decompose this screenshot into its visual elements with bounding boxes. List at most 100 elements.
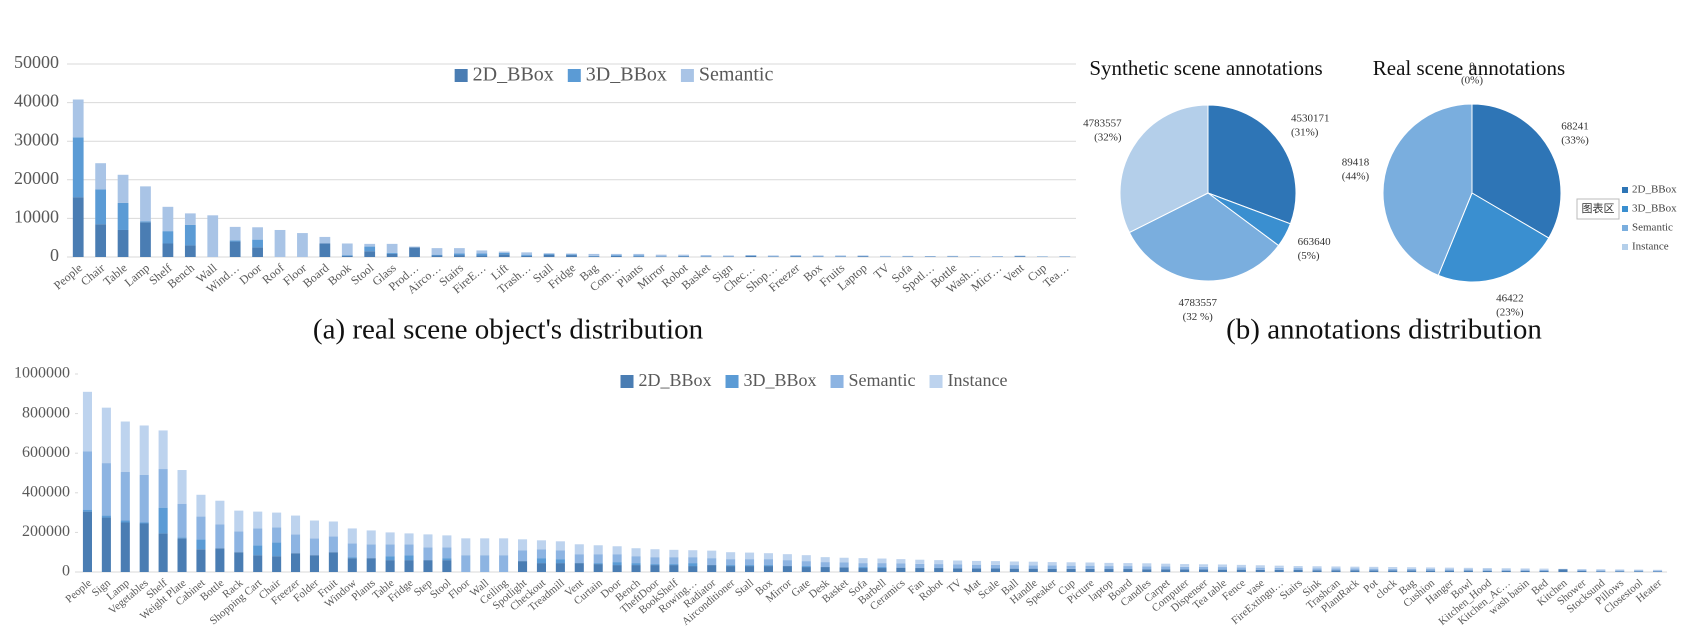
bar-segment bbox=[1596, 571, 1606, 572]
bar-segment bbox=[631, 556, 641, 564]
bar-segment bbox=[1161, 566, 1171, 570]
bar-segment bbox=[117, 202, 129, 230]
bar-segment bbox=[726, 552, 736, 560]
bar-segment bbox=[423, 560, 433, 572]
bar-segment bbox=[972, 568, 982, 572]
bar-segment bbox=[1577, 569, 1587, 571]
data-label: 663640 bbox=[1298, 236, 1332, 248]
bar-segment bbox=[386, 243, 398, 253]
bar-segment bbox=[229, 241, 241, 257]
x-tick-label: Roof bbox=[259, 261, 286, 287]
x-tick-label: Scale bbox=[976, 577, 1002, 602]
data-label: (32%) bbox=[1094, 132, 1122, 144]
bar-segment bbox=[612, 565, 622, 572]
bar-segment bbox=[1066, 568, 1076, 572]
bar-segment bbox=[1217, 564, 1227, 568]
bar-segment bbox=[1426, 567, 1436, 570]
bar-segment bbox=[120, 472, 130, 521]
bar-segment bbox=[272, 527, 282, 543]
bar-segment bbox=[1123, 563, 1133, 567]
bar-segment bbox=[1312, 570, 1322, 572]
bar-segment bbox=[1558, 569, 1568, 572]
bar-segment bbox=[319, 243, 331, 257]
bar-segment bbox=[610, 253, 622, 256]
bar-segment bbox=[655, 254, 667, 257]
bar-segment bbox=[328, 536, 338, 553]
bar-segment bbox=[291, 534, 301, 554]
bar-segment bbox=[669, 564, 679, 566]
bar-segment bbox=[839, 562, 849, 568]
x-tick-label: TV bbox=[871, 260, 893, 281]
bar-segment bbox=[1388, 568, 1398, 571]
data-label: (44%) bbox=[1342, 171, 1370, 183]
bar-segment bbox=[896, 563, 906, 568]
bar-segment bbox=[140, 221, 151, 223]
bar-segment bbox=[82, 509, 92, 512]
bar-segment bbox=[763, 565, 773, 567]
bar-segment bbox=[555, 563, 565, 572]
bar-segment bbox=[1463, 569, 1473, 571]
bar-segment bbox=[140, 186, 151, 222]
bar-segment bbox=[934, 560, 944, 565]
bar-segment bbox=[1312, 566, 1322, 569]
bar-segment bbox=[612, 562, 622, 566]
pie-slice bbox=[1471, 103, 1562, 239]
bar-segment bbox=[782, 560, 792, 567]
bar-segment bbox=[72, 197, 84, 257]
bar-segment bbox=[678, 254, 689, 256]
bar-segment bbox=[1426, 569, 1436, 571]
bar-segment bbox=[574, 544, 584, 555]
bar-segment bbox=[896, 567, 906, 572]
legend-label: Instance bbox=[1632, 241, 1669, 253]
bar-segment bbox=[790, 256, 802, 257]
bar-segment bbox=[498, 254, 510, 257]
bar-segment bbox=[1104, 566, 1114, 570]
bar-segment bbox=[234, 531, 244, 553]
bar-segment bbox=[431, 254, 443, 256]
bar-segment bbox=[990, 564, 1000, 569]
y-tick-label: 10000 bbox=[14, 207, 59, 227]
legend-swatch bbox=[567, 69, 581, 82]
bar-segment bbox=[1028, 561, 1038, 566]
bar-segment bbox=[196, 549, 206, 572]
bar-segment bbox=[1653, 571, 1663, 572]
bar-segment bbox=[1407, 568, 1417, 571]
bar-segment bbox=[521, 254, 533, 256]
bar-segment bbox=[423, 534, 433, 548]
bar-segment bbox=[1463, 567, 1473, 570]
bar-segment bbox=[480, 555, 490, 572]
bar-segment bbox=[117, 174, 129, 203]
bar-segment bbox=[162, 231, 174, 244]
bar-segment bbox=[319, 236, 331, 244]
bar-segment bbox=[1047, 565, 1057, 569]
bar-segment bbox=[158, 430, 168, 470]
bar-segment bbox=[858, 558, 868, 564]
bar-segment bbox=[229, 240, 241, 242]
bar-segment bbox=[669, 565, 679, 572]
bar-segment bbox=[1312, 568, 1322, 571]
bar-segment bbox=[1104, 569, 1114, 572]
bar-segment bbox=[215, 500, 225, 525]
bar-segment bbox=[1444, 569, 1454, 571]
legend-label: 2D_BBox bbox=[1632, 184, 1677, 196]
bar-segment bbox=[177, 503, 187, 538]
bar-segment bbox=[1596, 569, 1606, 571]
bar-segment bbox=[1520, 569, 1530, 571]
bar-segment bbox=[272, 556, 282, 572]
bar-segment bbox=[177, 470, 187, 504]
bar-segment bbox=[498, 251, 510, 253]
bar-segment bbox=[461, 555, 471, 572]
bar-segment bbox=[309, 538, 319, 556]
bar-segment bbox=[404, 533, 414, 545]
bar-segment bbox=[972, 564, 982, 569]
legend-label: Semantic bbox=[699, 64, 774, 86]
bar-segment bbox=[745, 255, 757, 257]
bar-segment bbox=[347, 558, 357, 572]
bar-segment bbox=[442, 535, 452, 548]
x-tick-label: TV bbox=[945, 577, 964, 596]
bar-segment bbox=[252, 227, 263, 240]
bar-segment bbox=[555, 550, 565, 560]
bar-segment bbox=[1236, 567, 1246, 570]
bar-segment bbox=[253, 511, 263, 529]
bar-segment bbox=[1274, 565, 1284, 568]
